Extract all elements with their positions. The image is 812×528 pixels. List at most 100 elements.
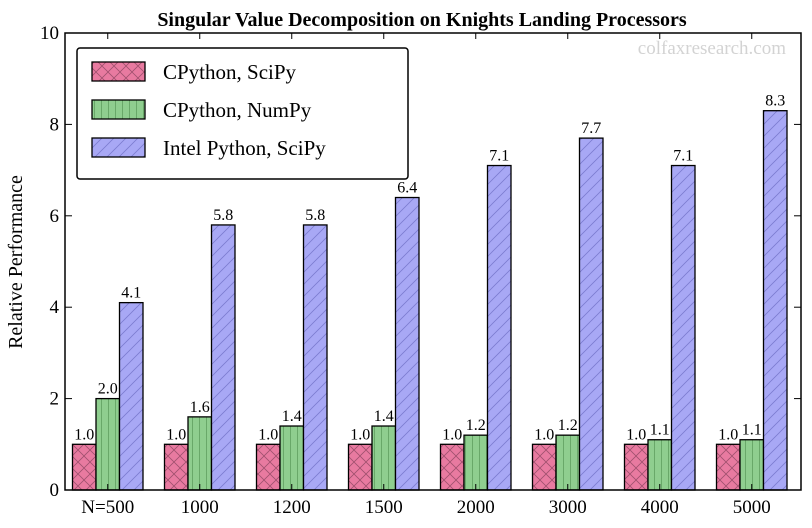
bar-outline: [715, 443, 741, 491]
x-tick-label: 3000: [549, 497, 587, 518]
bar-outline: [463, 434, 489, 491]
bar: [163, 443, 189, 491]
bar: [623, 443, 649, 491]
bar: [279, 425, 305, 491]
legend-box: [76, 47, 409, 180]
bar: [555, 434, 581, 491]
data-label: 2.0: [98, 381, 118, 398]
legend: CPython, SciPy CPython, NumPy Intel Python…: [76, 47, 409, 180]
data-label: 1.1: [650, 422, 670, 439]
y-tick-label: 4: [50, 297, 60, 318]
legend-label: Intel Python, SciPy: [163, 136, 326, 160]
x-tick-label: 1500: [365, 497, 403, 518]
bar: [347, 443, 373, 491]
bar: [531, 443, 557, 491]
legend-swatch-outline: [91, 137, 146, 158]
bar-outline: [187, 416, 213, 491]
data-label: 1.0: [166, 426, 186, 443]
bar-outline: [670, 164, 696, 491]
y-tick-label: 6: [50, 206, 60, 227]
data-label: 1.0: [626, 426, 646, 443]
bar-outline: [647, 439, 673, 491]
bar: [762, 110, 788, 491]
bar-outline: [95, 397, 121, 491]
bar: [118, 301, 144, 491]
x-tick-label: 1000: [181, 497, 219, 518]
legend-label: CPython, NumPy: [163, 98, 312, 122]
bar: [486, 164, 512, 491]
y-axis-label: Relative Performance: [5, 175, 27, 349]
data-label: 1.2: [466, 417, 486, 434]
y-tick-label: 2: [50, 389, 60, 410]
data-label: 1.4: [282, 408, 302, 425]
bar-outline: [531, 443, 557, 491]
data-label: 7.1: [673, 148, 693, 165]
data-label: 5.8: [305, 207, 325, 224]
x-tick-label: 5000: [733, 497, 771, 518]
bar-outline: [394, 196, 420, 491]
bar-outline: [279, 425, 305, 491]
watermark: colfaxresearch.com: [638, 38, 786, 59]
bar-outline: [578, 137, 604, 491]
data-label: 7.1: [489, 148, 509, 165]
bar-outline: [623, 443, 649, 491]
bar-outline: [210, 224, 236, 491]
bar: [71, 443, 97, 491]
data-label: 6.4: [397, 180, 417, 197]
bar: [255, 443, 281, 491]
x-tick-label: N=500: [81, 497, 134, 518]
legend-swatch-outline: [91, 99, 146, 120]
bar: [187, 416, 213, 491]
y-tick-label: 0: [50, 480, 60, 501]
legend-entry: Intel Python, SciPy: [91, 136, 326, 160]
bar-outline: [486, 164, 512, 491]
bar: [578, 137, 604, 491]
x-tick-label: 1200: [273, 497, 311, 518]
y-tick-label: 10: [40, 23, 59, 44]
legend-entry: CPython, NumPy: [91, 98, 312, 122]
bar-outline: [555, 434, 581, 491]
legend-entry: CPython, SciPy: [91, 60, 297, 84]
bar: [210, 224, 236, 491]
chart-title: Singular Value Decomposition on Knights …: [157, 9, 687, 31]
bar-outline: [71, 443, 97, 491]
legend-swatch-outline: [91, 61, 146, 82]
bar-outline: [163, 443, 189, 491]
bar-outline: [255, 443, 281, 491]
bar: [371, 425, 397, 491]
data-label: 4.1: [121, 285, 141, 302]
bar: [715, 443, 741, 491]
bar: [394, 196, 420, 491]
plot-area-frame: [64, 32, 802, 491]
data-label: 1.6: [190, 399, 210, 416]
data-label: 1.4: [374, 408, 394, 425]
data-label: 1.0: [718, 426, 738, 443]
bar-outline: [302, 224, 328, 491]
bar-outline: [118, 301, 144, 491]
y-tick-label: 8: [50, 114, 60, 135]
bar: [302, 224, 328, 491]
data-label: 1.0: [258, 426, 278, 443]
bar-outline: [762, 110, 788, 491]
bar: [647, 439, 673, 491]
data-label: 1.0: [350, 426, 370, 443]
legend-label: CPython, SciPy: [163, 60, 297, 84]
x-tick-label: 2000: [457, 497, 495, 518]
bar: [95, 397, 121, 491]
data-label: 8.3: [765, 93, 785, 110]
data-label: 1.0: [534, 426, 554, 443]
x-tick-label: 4000: [641, 497, 679, 518]
data-label: 1.2: [558, 417, 578, 434]
data-label: 1.1: [742, 422, 762, 439]
data-label: 5.8: [213, 207, 233, 224]
bar: [463, 434, 489, 491]
bar-outline: [371, 425, 397, 491]
data-label: 7.7: [581, 120, 601, 137]
bar: [670, 164, 696, 491]
bar-outline: [347, 443, 373, 491]
data-label: 1.0: [74, 426, 94, 443]
bar-outline: [739, 439, 765, 491]
data-label: 1.0: [442, 426, 462, 443]
bar: [739, 439, 765, 491]
